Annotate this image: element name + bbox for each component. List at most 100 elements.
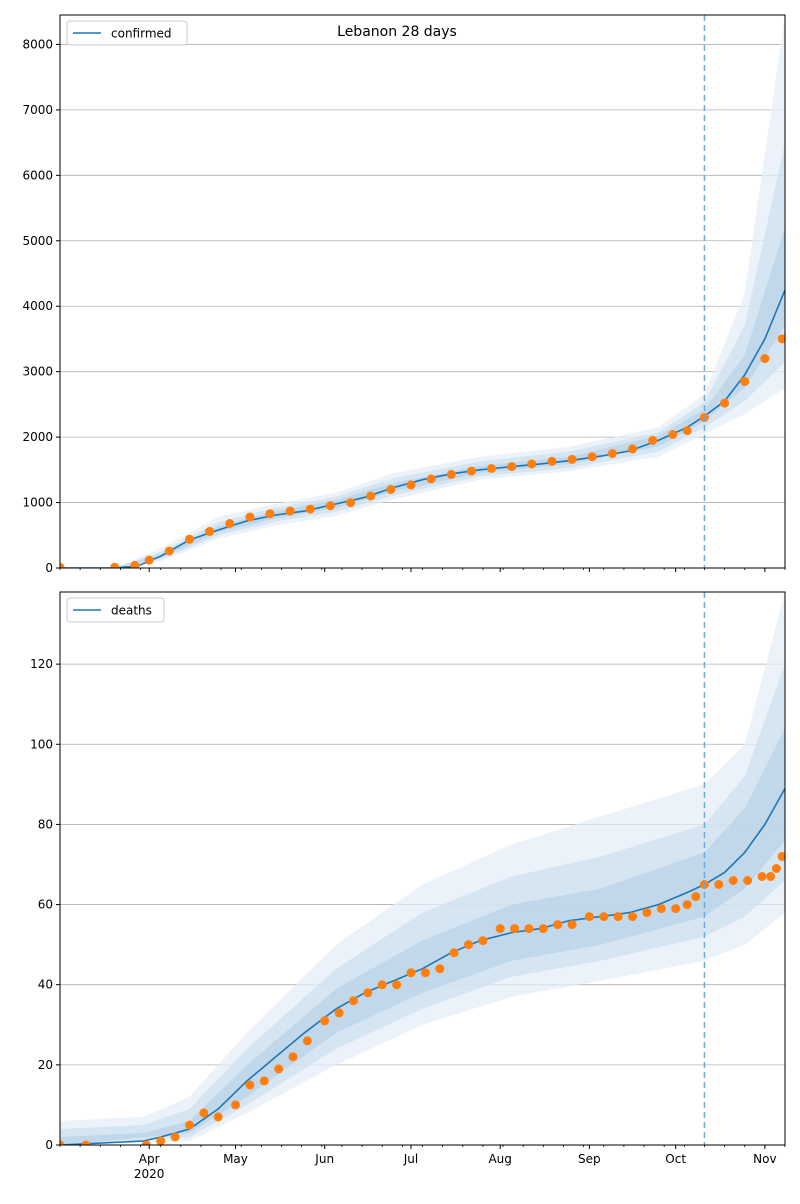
observed-point [285, 506, 295, 516]
observed-point [164, 546, 174, 556]
observed-point [406, 968, 416, 978]
y-tick-label: 8000 [22, 37, 53, 51]
observed-point [487, 464, 496, 473]
y-tick-label: 120 [30, 657, 53, 671]
observed-point [495, 924, 505, 934]
observed-point [144, 555, 154, 565]
observed-point [231, 1100, 240, 1110]
observed-point [325, 501, 335, 511]
observed-point [777, 852, 785, 861]
observed-point [259, 1076, 269, 1086]
observed-point [185, 1120, 194, 1130]
observed-point [302, 1036, 312, 1046]
observed-point [728, 876, 738, 885]
observed-point [225, 519, 235, 528]
observed-point [567, 454, 577, 464]
observed-point [760, 354, 770, 364]
y-tick-label: 0 [45, 561, 53, 575]
y-tick-label: 3000 [22, 365, 53, 379]
y-tick-label: 0 [45, 1138, 53, 1152]
legend-box [66, 597, 165, 623]
observed-point [599, 912, 609, 922]
y-tick-label: 60 [38, 898, 53, 912]
chart-title: Lebanon 28 days [337, 24, 457, 40]
observed-point [274, 1064, 284, 1074]
plot-area-1 [60, 592, 785, 1145]
observed-point [386, 485, 396, 494]
x-tick-label: Oct [665, 1152, 686, 1166]
observed-point [156, 1136, 166, 1145]
observed-point [110, 562, 120, 568]
observed-point [743, 876, 753, 885]
y-tick-label: 2000 [22, 430, 53, 444]
observed-point [720, 398, 730, 408]
observed-point [547, 456, 557, 466]
legend-label: confirmed [111, 27, 172, 41]
observed-point [607, 449, 617, 458]
observed-point [771, 864, 781, 873]
observed-point [449, 948, 459, 958]
observed-point [170, 1132, 180, 1142]
legend-box [66, 20, 188, 46]
x-tick-label: Sep [578, 1152, 601, 1166]
observed-point [466, 466, 476, 476]
observed-point [478, 936, 488, 946]
observed-point [426, 474, 436, 484]
observed-point [464, 940, 473, 950]
observed-point [406, 480, 416, 490]
observed-point [60, 562, 65, 568]
confidence-band [60, 227, 785, 568]
observed-point [642, 908, 652, 918]
observed-point [628, 444, 637, 454]
y-tick-label: 100 [30, 737, 53, 751]
x-tick-label: Aug [488, 1152, 511, 1166]
observed-point [527, 459, 537, 469]
plot-area-0 [60, 15, 785, 568]
x-tick-label: Apr [139, 1152, 160, 1166]
y-tick-label: 1000 [22, 496, 53, 510]
y-tick-label: 6000 [22, 168, 53, 182]
x-tick-label: Jun [314, 1152, 334, 1166]
observed-point [346, 498, 356, 508]
observed-point [245, 1080, 255, 1090]
observed-point [185, 534, 194, 544]
observed-point [682, 900, 692, 910]
y-tick-label: 5000 [22, 234, 53, 248]
observed-point [363, 988, 373, 998]
observed-point [682, 426, 692, 436]
observed-point [538, 924, 548, 934]
observed-point [740, 377, 750, 386]
x-tick-label: Jul [403, 1152, 418, 1166]
observed-point [245, 512, 255, 522]
observed-point [567, 920, 577, 930]
x-tick-label: May [223, 1152, 248, 1166]
observed-point [334, 1008, 344, 1018]
observed-point [392, 980, 402, 990]
y-tick-label: 7000 [22, 103, 53, 117]
confidence-band [60, 142, 785, 568]
observed-point [757, 872, 767, 881]
observed-point [199, 1108, 209, 1118]
observed-point [628, 912, 637, 922]
observed-point [510, 924, 520, 934]
observed-point [288, 1052, 298, 1062]
observed-point [584, 912, 594, 922]
observed-point [766, 872, 776, 881]
observed-point [587, 452, 597, 462]
observed-point [507, 462, 517, 472]
observed-point [435, 964, 445, 974]
observed-point [524, 924, 534, 934]
observed-point [714, 880, 724, 889]
y-tick-label: 40 [38, 978, 53, 992]
observed-point [265, 509, 275, 519]
observed-point [60, 1140, 65, 1145]
observed-point [141, 1140, 151, 1145]
observed-point [320, 1016, 330, 1026]
y-tick-label: 20 [38, 1058, 53, 1072]
y-tick-label: 4000 [22, 299, 53, 313]
observed-point [305, 504, 315, 514]
observed-point [349, 996, 358, 1006]
x-tick-label: Nov [753, 1152, 776, 1166]
observed-point [671, 904, 681, 914]
observed-point [420, 968, 430, 978]
